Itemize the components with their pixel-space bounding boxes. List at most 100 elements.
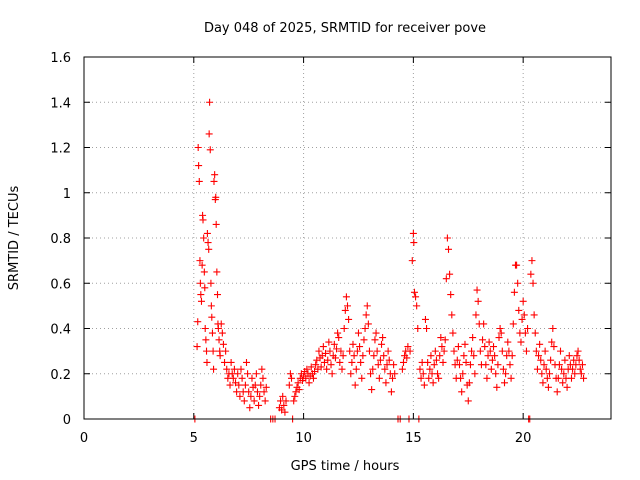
data-point	[486, 347, 494, 355]
data-point	[256, 392, 264, 400]
data-point	[460, 352, 468, 360]
data-point	[406, 347, 414, 355]
data-point	[574, 347, 582, 355]
data-point	[424, 358, 432, 366]
data-point	[580, 374, 588, 382]
data-point	[337, 347, 345, 355]
data-point	[437, 334, 445, 342]
data-point	[466, 361, 474, 369]
chart-title: Day 048 of 2025, SRMTID for receiver pov…	[204, 21, 486, 36]
data-point	[339, 352, 347, 360]
data-points	[191, 98, 588, 423]
data-point	[431, 347, 439, 355]
data-point	[202, 336, 210, 344]
data-point	[198, 261, 206, 269]
data-point	[520, 311, 528, 319]
data-point	[227, 358, 235, 366]
data-point	[205, 245, 213, 253]
data-point	[439, 358, 447, 366]
data-point	[427, 352, 435, 360]
data-point	[258, 365, 266, 373]
data-point	[371, 336, 379, 344]
data-point	[479, 336, 487, 344]
data-point	[432, 356, 440, 364]
data-point	[510, 288, 518, 296]
data-point	[207, 302, 215, 310]
y-tick-label: 0.2	[50, 368, 71, 383]
data-point	[352, 365, 360, 373]
data-point	[522, 347, 530, 355]
data-point	[245, 388, 253, 396]
data-point	[205, 130, 213, 138]
data-point	[380, 352, 388, 360]
data-point	[281, 408, 289, 416]
data-point	[441, 336, 449, 344]
data-point	[548, 338, 556, 346]
x-axis-label: GPS time / hours	[291, 459, 400, 474]
data-point	[286, 370, 294, 378]
data-point	[449, 329, 457, 337]
data-point	[295, 386, 303, 394]
data-point	[409, 229, 417, 237]
grid	[84, 57, 611, 419]
data-point	[353, 347, 361, 355]
data-point	[234, 370, 242, 378]
data-point	[200, 234, 208, 242]
data-point	[485, 338, 493, 346]
data-point	[346, 347, 354, 355]
data-point	[291, 392, 299, 400]
data-point	[383, 361, 391, 369]
data-point	[416, 365, 424, 373]
data-point	[246, 404, 254, 412]
data-point	[357, 358, 365, 366]
data-point	[538, 370, 546, 378]
data-point	[237, 365, 245, 373]
data-point	[378, 340, 386, 348]
data-point	[260, 388, 268, 396]
data-point	[410, 288, 418, 296]
data-point	[210, 365, 218, 373]
data-point	[448, 311, 456, 319]
data-point	[425, 374, 433, 382]
data-point	[242, 358, 250, 366]
data-point	[499, 365, 507, 373]
data-point	[532, 347, 540, 355]
data-point	[212, 220, 220, 228]
data-point	[342, 293, 350, 301]
data-point	[230, 365, 238, 373]
data-point	[222, 347, 230, 355]
data-point	[472, 311, 480, 319]
data-point	[333, 345, 341, 353]
data-point	[417, 374, 425, 382]
data-point	[457, 374, 465, 382]
data-point	[535, 352, 543, 360]
data-point	[492, 370, 500, 378]
data-point	[495, 334, 503, 342]
data-point	[496, 325, 504, 332]
data-point	[543, 374, 551, 382]
data-point	[322, 349, 330, 357]
data-point	[240, 397, 248, 405]
data-point	[351, 381, 359, 389]
data-point	[356, 343, 364, 351]
data-point	[542, 365, 550, 373]
data-point	[233, 388, 241, 396]
data-point	[326, 347, 334, 355]
data-point	[303, 365, 311, 373]
data-point	[450, 347, 458, 355]
data-point	[309, 374, 317, 382]
data-point	[476, 347, 484, 355]
y-tick-label: 0	[63, 413, 71, 428]
data-point	[423, 325, 431, 332]
data-point	[507, 374, 515, 382]
data-point	[508, 352, 516, 360]
data-point	[360, 336, 368, 344]
data-point	[550, 343, 558, 351]
data-point	[555, 361, 563, 369]
data-point	[521, 329, 529, 337]
data-point	[524, 325, 532, 332]
data-point	[506, 361, 514, 369]
data-point	[459, 370, 467, 378]
data-point	[208, 329, 216, 337]
data-point	[324, 356, 332, 364]
